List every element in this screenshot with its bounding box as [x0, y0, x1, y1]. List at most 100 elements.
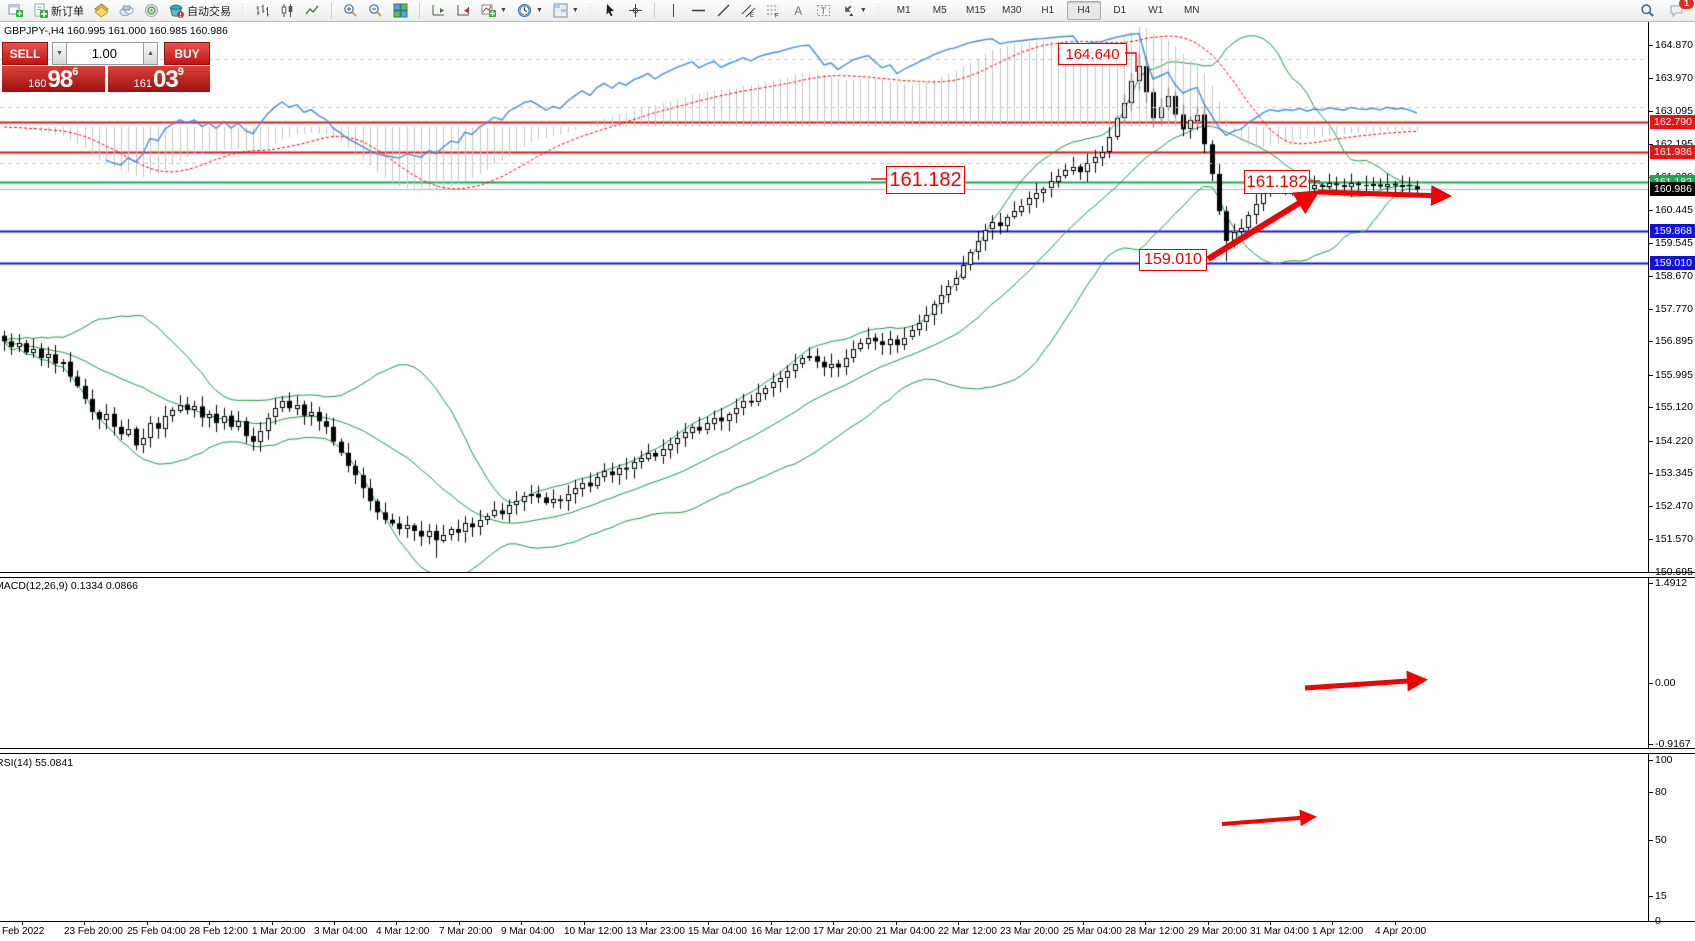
- cursor-icon: [606, 4, 614, 17]
- strategy-tester-button[interactable]: [139, 0, 164, 21]
- fibonacci-tool-button[interactable]: F: [761, 0, 786, 21]
- volume-input[interactable]: 1.00: [67, 42, 143, 65]
- annotation-level-label-right[interactable]: 161.182: [1244, 170, 1310, 194]
- price-tick: 159.545: [1655, 237, 1693, 249]
- price-tick: 151.570: [1655, 533, 1693, 545]
- macd-tick-mark: [1649, 583, 1653, 584]
- toolbar-drag-handle[interactable]: [241, 3, 245, 18]
- fibonacci-icon: F: [766, 5, 779, 19]
- trendline-tool-button[interactable]: [711, 0, 736, 21]
- time-tick-mark: [1208, 922, 1209, 925]
- rsi-tick-mark: [1649, 896, 1653, 897]
- new-chart-button[interactable]: [3, 0, 28, 21]
- time-axis-label: 9 Mar 04:00: [501, 926, 555, 937]
- text-tool-button[interactable]: A: [786, 0, 811, 21]
- volume-decrease-button[interactable]: ▼: [52, 42, 67, 65]
- svg-text:F: F: [775, 14, 779, 19]
- tile-windows-button[interactable]: [388, 0, 413, 21]
- cloud-icon: [119, 5, 134, 17]
- market-watch-button[interactable]: [89, 0, 114, 21]
- channel-tool-button[interactable]: E: [736, 0, 761, 21]
- data-window-button[interactable]: [114, 0, 139, 21]
- search-button[interactable]: [1635, 0, 1660, 21]
- periods-button[interactable]: ▼: [512, 0, 548, 21]
- templates-button[interactable]: ▼: [548, 0, 584, 21]
- time-axis[interactable]: Feb 2022 23 Feb 20:00 25 Feb 04:00 28 Feb 1…: [0, 922, 1695, 941]
- timeframe-button-W1[interactable]: W1: [1148, 5, 1164, 16]
- time-tick-mark: [1395, 922, 1396, 925]
- clock-icon: [517, 4, 531, 17]
- cursor-tool-button[interactable]: [598, 0, 623, 21]
- zoom-in-button[interactable]: [338, 0, 363, 21]
- annotation-high-label[interactable]: 164.640: [1058, 43, 1127, 65]
- indicators-button[interactable]: ▼: [476, 0, 512, 21]
- timeframe-button-M30[interactable]: M30: [1002, 5, 1022, 16]
- timeframe-button-MN[interactable]: MN: [1183, 5, 1200, 16]
- macd-indicator-label: MACD(12,26,9) 0.1334 0.0866: [0, 580, 139, 592]
- line-chart-mode-button[interactable]: [300, 0, 325, 21]
- toolbar-drag-handle-3[interactable]: [876, 3, 881, 18]
- horizontal-line-tool-button[interactable]: [686, 0, 711, 21]
- horizontal-line-icon: [691, 9, 705, 12]
- pane-separator-rsi[interactable]: [0, 748, 1695, 754]
- new-order-label: 新订单: [51, 5, 84, 18]
- toolbar-drag-handle-2[interactable]: [588, 3, 593, 18]
- buy-button[interactable]: BUY: [164, 42, 210, 65]
- notifications-button[interactable]: 1: [1664, 0, 1694, 21]
- bar-chart-mode-button[interactable]: [250, 0, 275, 21]
- timeframe-button-D1[interactable]: D1: [1113, 5, 1127, 16]
- pane-separator-macd[interactable]: [0, 572, 1695, 578]
- time-axis-label: 16 Mar 12:00: [751, 926, 810, 937]
- rsi-pane-canvas[interactable]: [0, 22, 1648, 188]
- volume-increase-button[interactable]: ▲: [143, 42, 158, 65]
- time-tick-mark: [1020, 922, 1021, 925]
- text-label-icon: T: [816, 5, 830, 16]
- price-tick-mark: [1649, 341, 1653, 342]
- macd-tick-mark: [1649, 744, 1653, 745]
- crosshair-tool-button[interactable]: [623, 0, 648, 21]
- price-tick-mark: [1649, 375, 1653, 376]
- periods-dropdown-arrow: ▼: [535, 7, 543, 14]
- signal-icon: [145, 4, 158, 17]
- text-label-tool-button[interactable]: T: [811, 0, 836, 21]
- buy-price-quote[interactable]: 161 03 9: [107, 66, 210, 92]
- sell-button[interactable]: SELL: [2, 42, 48, 65]
- price-axis[interactable]: 164.870163.970163.095162.195161.320160.4…: [1649, 22, 1695, 927]
- arrow-objects-icon: [844, 5, 853, 16]
- support-line-2-price-badge: 159.010: [1650, 256, 1695, 270]
- price-tick: 153.345: [1655, 467, 1693, 479]
- chart-autoscroll-icon: [457, 5, 469, 16]
- chart-autoscroll-button[interactable]: [451, 0, 476, 21]
- sell-price-quote[interactable]: 160 98 6: [2, 66, 105, 92]
- zoom-out-button[interactable]: [363, 0, 388, 21]
- time-axis-label: 7 Mar 20:00: [439, 926, 493, 937]
- auto-trading-button[interactable]: 自动交易: [164, 0, 236, 21]
- timeframe-button-M15[interactable]: M15: [966, 5, 986, 16]
- price-tick-mark: [1649, 78, 1653, 79]
- price-tick-mark: [1649, 276, 1653, 277]
- price-tick: 152.470: [1655, 500, 1693, 512]
- timeframe-button-H1[interactable]: H1: [1041, 5, 1055, 16]
- current-price-line-price-badge: 160.986: [1650, 182, 1695, 196]
- annotation-low-label[interactable]: 159.010: [1139, 249, 1207, 271]
- zoom-out-icon: [369, 4, 382, 17]
- auto-trading-icon: [169, 4, 184, 18]
- sell-price-small: 160: [28, 78, 47, 90]
- macd-tick: 1.4912: [1655, 577, 1688, 589]
- sell-price-big: 98: [47, 66, 74, 93]
- timeframe-button-M1[interactable]: M1: [896, 5, 911, 16]
- resistance-line-1-price-badge: 162.790: [1650, 115, 1695, 129]
- search-icon: [1641, 4, 1654, 17]
- timeframe-button-H4[interactable]: H4: [1066, 1, 1101, 20]
- vertical-line-tool-button[interactable]: [661, 0, 686, 21]
- arrows-dropdown-arrow: ▼: [859, 7, 867, 14]
- candlestick-mode-button[interactable]: [275, 0, 300, 21]
- chart-shift-button[interactable]: [426, 0, 451, 21]
- time-axis-label: 29 Mar 20:00: [1188, 926, 1247, 937]
- annotation-level-label-left[interactable]: 161.182: [886, 166, 965, 194]
- new-order-button[interactable]: 新订单: [28, 0, 89, 21]
- new-order-icon: [34, 3, 48, 18]
- arrows-tool-button[interactable]: ▼: [836, 0, 872, 21]
- buy-price-sup: 9: [177, 66, 184, 78]
- timeframe-button-M5[interactable]: M5: [932, 5, 947, 16]
